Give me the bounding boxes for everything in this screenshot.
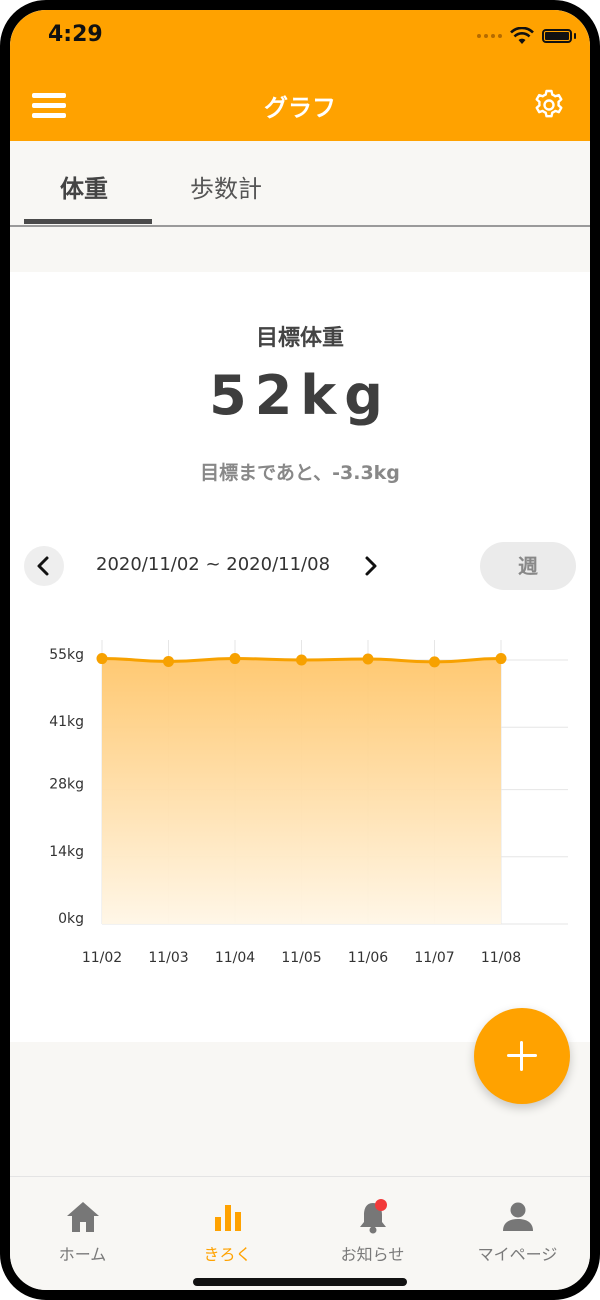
tab-weight[interactable]: 体重 bbox=[60, 175, 108, 203]
add-record-button[interactable] bbox=[474, 1008, 570, 1104]
hamburger-line bbox=[32, 113, 66, 118]
notification-badge bbox=[374, 1199, 387, 1211]
goal-remaining-text: 目標まであと、-3.3kg bbox=[200, 462, 400, 484]
weight-card: 目標体重 52kg 目標まであと、-3.3kg 2020/11/02 ~ 202… bbox=[10, 272, 590, 1042]
y-tick-label: 55kg bbox=[49, 647, 84, 663]
home-indicator bbox=[193, 1278, 407, 1286]
bell-icon bbox=[359, 1199, 387, 1234]
x-tick-label: 11/03 bbox=[148, 950, 188, 966]
y-tick-label: 0kg bbox=[58, 911, 84, 927]
data-point bbox=[96, 653, 108, 665]
period-toggle-button[interactable]: 週 bbox=[480, 542, 576, 590]
data-point bbox=[429, 656, 440, 668]
battery-icon bbox=[542, 29, 572, 43]
gear-icon bbox=[535, 89, 563, 118]
x-tick-label: 11/05 bbox=[281, 950, 321, 966]
weight-area-fill bbox=[102, 658, 501, 924]
cellular-signal-icon bbox=[477, 34, 502, 38]
app-header: 4:29 グラフ bbox=[10, 10, 590, 141]
nav-home[interactable]: ホーム bbox=[10, 1197, 155, 1265]
date-range: 2020/11/02 ~ 2020/11/08 bbox=[96, 554, 331, 575]
hamburger-menu-icon bbox=[32, 93, 66, 98]
chevron-left-icon bbox=[37, 556, 49, 576]
goal-weight-label: 目標体重 bbox=[255, 326, 344, 351]
tab-pedometer[interactable]: 歩数計 bbox=[190, 175, 262, 203]
status-icons bbox=[477, 26, 576, 46]
x-tick-label: 11/08 bbox=[481, 950, 521, 966]
y-tick-label: 14kg bbox=[49, 844, 84, 860]
goal-weight-value: 52kg bbox=[209, 364, 391, 427]
next-week-button[interactable] bbox=[356, 546, 386, 586]
weight-chart: 0kg 14kg 28kg 41kg 55kg 11/02 11/03 11/04 11/05 1… bbox=[49, 640, 568, 966]
nav-mypage[interactable]: マイページ bbox=[445, 1197, 590, 1265]
battery-cap bbox=[574, 33, 576, 39]
data-point bbox=[362, 653, 374, 665]
chevron-right-icon bbox=[365, 556, 377, 576]
y-tick-label: 28kg bbox=[49, 777, 84, 793]
wifi-icon bbox=[510, 27, 534, 44]
y-tick-label: 41kg bbox=[49, 714, 84, 730]
data-point bbox=[296, 654, 307, 666]
previous-week-button[interactable] bbox=[24, 546, 64, 586]
bar-chart-icon bbox=[214, 1205, 241, 1231]
data-point bbox=[229, 653, 241, 665]
nav-notifications[interactable]: お知らせ bbox=[300, 1197, 445, 1265]
status-time: 4:29 bbox=[48, 22, 103, 47]
menu-button[interactable] bbox=[32, 90, 66, 120]
hamburger-line bbox=[32, 103, 66, 108]
nav-notifications-label: お知らせ bbox=[340, 1245, 405, 1264]
home-icon bbox=[66, 1202, 99, 1232]
bottom-navigation: ホーム きろく お知らせ マイページ bbox=[10, 1176, 590, 1290]
x-tick-label: 11/02 bbox=[82, 950, 122, 966]
nav-home-label: ホーム bbox=[58, 1245, 107, 1264]
active-tab-indicator bbox=[24, 219, 152, 224]
nav-records-label: きろく bbox=[203, 1245, 252, 1264]
data-point bbox=[163, 655, 174, 667]
person-icon bbox=[502, 1202, 533, 1231]
x-tick-label: 11/06 bbox=[348, 950, 388, 966]
nav-records[interactable]: きろく bbox=[155, 1197, 300, 1265]
data-point bbox=[495, 653, 507, 665]
x-tick-label: 11/07 bbox=[414, 950, 454, 966]
page-title: グラフ bbox=[264, 94, 336, 122]
tab-bar: 体重 歩数計 bbox=[10, 141, 590, 227]
x-tick-label: 11/04 bbox=[215, 950, 255, 966]
settings-button[interactable] bbox=[532, 88, 566, 122]
nav-mypage-label: マイページ bbox=[477, 1245, 558, 1264]
